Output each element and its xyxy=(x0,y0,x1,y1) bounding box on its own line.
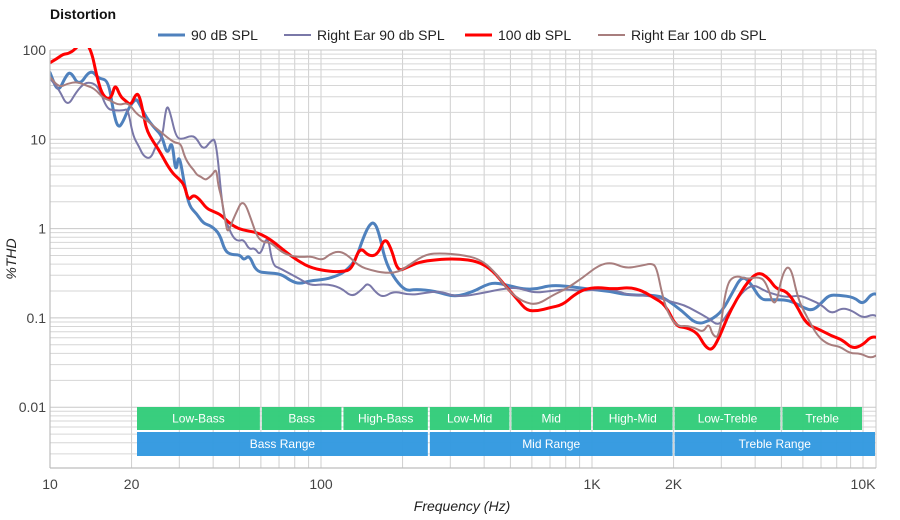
y-tick-label: 1 xyxy=(38,221,46,237)
band-rect xyxy=(137,432,428,456)
legend-label: Right Ear 90 db SPL xyxy=(317,27,445,43)
band-rect xyxy=(429,432,673,456)
x-tick-label: 1K xyxy=(583,476,601,492)
band-label: Treble Range xyxy=(739,437,812,451)
band-label: Low-Mid xyxy=(447,412,492,426)
band-mid-range: Mid Range xyxy=(429,432,673,456)
x-tick-label: 2K xyxy=(665,476,683,492)
band-low-bass: Low-Bass xyxy=(137,407,260,430)
band-low-treble: Low-Treble xyxy=(674,407,781,430)
band-label: High-Mid xyxy=(609,412,657,426)
legend-item-right-ear-90-db-spl: Right Ear 90 db SPL xyxy=(284,27,445,43)
y-tick-label: 0.01 xyxy=(19,399,46,415)
legend: 90 dB SPL Right Ear 90 db SPL 100 db SPL Ri… xyxy=(158,27,767,43)
x-axis-label: Frequency (Hz) xyxy=(414,498,510,514)
y-axis-label: %THD xyxy=(3,238,19,279)
band-rect xyxy=(261,407,342,430)
y-tick-label: 0.1 xyxy=(27,310,47,326)
band-rect xyxy=(343,407,428,430)
x-tick-label: 10 xyxy=(42,476,58,492)
legend-item-right-ear-100-db-spl: Right Ear 100 db SPL xyxy=(598,27,767,43)
band-rect xyxy=(137,407,260,430)
band-treble: Treble xyxy=(782,407,862,430)
band-rect xyxy=(674,407,781,430)
legend-label: 90 dB SPL xyxy=(191,27,258,43)
legend-item-100-db-spl: 100 db SPL xyxy=(465,27,571,43)
legend-label: 100 db SPL xyxy=(498,27,571,43)
band-bass-range: Bass Range xyxy=(137,432,428,456)
band-label: Bass xyxy=(288,412,315,426)
legend-label: Right Ear 100 db SPL xyxy=(631,27,767,43)
band-low-mid: Low-Mid xyxy=(429,407,510,430)
band-rect xyxy=(593,407,673,430)
band-rect xyxy=(782,407,862,430)
band-mid: Mid xyxy=(511,407,591,430)
band-label: Mid xyxy=(542,412,561,426)
series-group xyxy=(50,48,876,359)
series-line-right-ear-90-db-spl xyxy=(50,77,876,325)
band-rect xyxy=(674,432,875,456)
band-label: Treble xyxy=(805,412,839,426)
y-tick-label: 100 xyxy=(23,42,47,58)
band-label: Mid Range xyxy=(522,437,580,451)
band-rect xyxy=(511,407,591,430)
x-tick-label: 100 xyxy=(309,476,333,492)
band-label: Bass Range xyxy=(250,437,316,451)
band-treble-range: Treble Range xyxy=(674,432,875,456)
band-label: High-Bass xyxy=(358,412,413,426)
y-tick-label: 10 xyxy=(30,131,46,147)
axes: 10 20 100 1K 2K 10K 100 10 1 0.1 0.01 xyxy=(19,42,876,492)
band-high-mid: High-Mid xyxy=(593,407,673,430)
frequency-bands: Low-Bass Bass High-Bass Low-Mid Mid High-Mid L… xyxy=(137,407,875,456)
x-tick-label: 20 xyxy=(124,476,140,492)
band-bass: Bass xyxy=(261,407,342,430)
band-rect xyxy=(429,407,510,430)
legend-item-90-db-spl: 90 dB SPL xyxy=(158,27,258,43)
chart-title: Distortion xyxy=(50,6,116,22)
band-label: Low-Treble xyxy=(698,412,758,426)
band-label: Low-Bass xyxy=(172,412,225,426)
band-high-bass: High-Bass xyxy=(343,407,428,430)
series-line-right-ear-100-db-spl xyxy=(50,75,876,359)
x-tick-label: 10K xyxy=(851,476,877,492)
series-line-100-db-spl xyxy=(50,48,876,351)
